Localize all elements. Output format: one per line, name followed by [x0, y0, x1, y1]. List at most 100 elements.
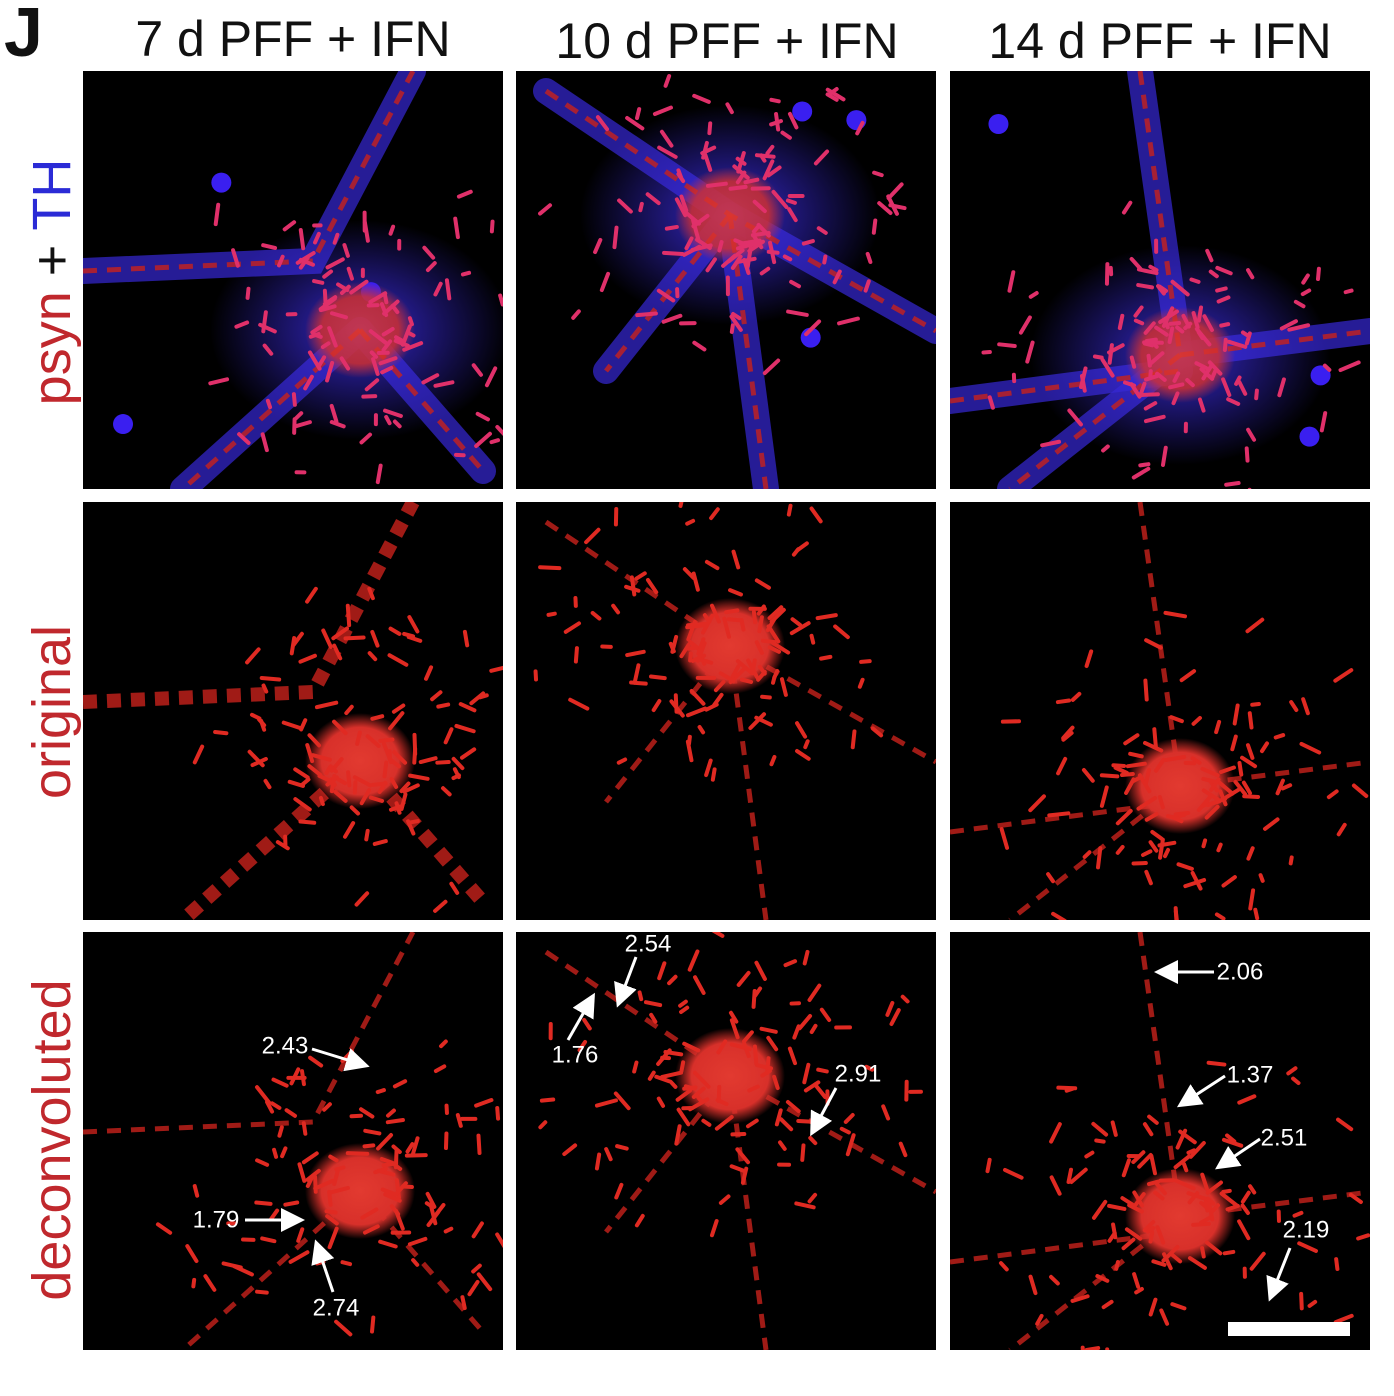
psyn-aggregate — [1153, 1180, 1167, 1196]
psyn-aggregate — [1291, 1076, 1301, 1086]
psyn-aggregate — [489, 219, 495, 234]
psyn-aggregate — [1240, 1203, 1250, 1215]
row-label-part: TH — [22, 159, 82, 231]
psyn-aggregate — [1144, 812, 1159, 822]
psyn-aggregate — [743, 177, 760, 185]
psyn-aggregate — [305, 586, 318, 604]
psyn-aggregate — [1216, 295, 1231, 304]
psyn-aggregate — [1204, 804, 1220, 820]
psyn-aggregate — [1322, 363, 1332, 372]
psyn-aggregate — [748, 712, 767, 731]
psyn-aggregate — [407, 615, 420, 634]
psyn-aggregate — [383, 1192, 402, 1203]
psyn-aggregate — [654, 1074, 672, 1084]
psyn-aggregate — [322, 1102, 332, 1112]
column-header: 14 d PFF + IFN — [988, 13, 1331, 69]
measurement: 2.43 — [262, 1032, 309, 1059]
psyn-aggregate — [387, 653, 409, 667]
psyn-aggregate — [1124, 1227, 1143, 1241]
psyn-aggregate — [855, 120, 865, 136]
psyn-aggregate — [1307, 1299, 1318, 1308]
psyn-process — [181, 328, 362, 489]
psyn-process — [178, 755, 365, 920]
measurement: 2.54 — [625, 930, 672, 957]
psyn-aggregate — [1179, 669, 1197, 683]
image-content — [950, 502, 1370, 920]
psyn-aggregate — [881, 1104, 891, 1121]
arrow — [1176, 1074, 1226, 1108]
psyn-aggregate — [462, 629, 470, 648]
psyn-aggregate — [1115, 844, 1125, 855]
psyn-aggregate — [359, 788, 372, 806]
psyn-aggregate — [649, 1012, 658, 1024]
psyn-aggregate — [327, 1189, 333, 1207]
psyn-aggregate — [368, 795, 385, 803]
psyn-aggregate — [1105, 1347, 1110, 1350]
psyn-aggregate — [376, 1133, 394, 1151]
psyn-aggregate — [407, 819, 420, 825]
psyn-aggregate — [345, 603, 352, 628]
psyn-aggregate — [1088, 1358, 1092, 1368]
psyn-aggregate — [291, 392, 297, 407]
psyn-aggregate — [1165, 814, 1180, 821]
psyn-aggregate — [794, 1201, 816, 1210]
arrow — [1215, 1137, 1261, 1170]
psyn-aggregate — [474, 1098, 494, 1108]
psyn-aggregate — [293, 411, 304, 421]
psyn-aggregate — [269, 1208, 280, 1222]
psyn-aggregate — [495, 424, 503, 436]
psyn-aggregate — [1148, 1297, 1158, 1317]
psyn-aggregate — [433, 281, 443, 297]
psyn-aggregate — [1170, 1302, 1187, 1311]
psyn-aggregate — [662, 250, 685, 256]
psyn-aggregate — [1162, 1252, 1173, 1271]
psyn-aggregate — [752, 234, 764, 250]
psyn-aggregate — [645, 577, 659, 595]
psyn-aggregate — [258, 322, 277, 334]
psyn-aggregate — [1163, 610, 1188, 619]
psyn-aggregate — [1157, 840, 1177, 848]
psyn-aggregate — [562, 1143, 578, 1157]
psyn-aggregate — [604, 1147, 613, 1162]
psyn-aggregate — [213, 729, 229, 736]
psyn-aggregate — [307, 733, 322, 748]
psyn-aggregate — [678, 502, 684, 508]
psyn-aggregate — [704, 559, 720, 571]
psyn-aggregate — [192, 1184, 200, 1198]
psyn-aggregate — [1348, 1192, 1363, 1204]
psyn-aggregate — [1205, 1180, 1223, 1195]
row-label-part: deconvoluted — [22, 979, 82, 1300]
psyn-aggregate — [538, 203, 553, 216]
psyn-aggregate — [332, 643, 343, 661]
psyn-aggregate — [1200, 766, 1220, 778]
psyn-aggregate — [1152, 727, 1158, 749]
th-puncta — [113, 414, 134, 435]
psyn-aggregate — [384, 414, 392, 426]
psyn-aggregate — [362, 1224, 380, 1235]
psyn-aggregate — [1111, 763, 1127, 768]
psyn-aggregate — [539, 1097, 556, 1103]
psyn-aggregate — [1169, 1252, 1183, 1264]
psyn-aggregate — [795, 721, 808, 739]
measurement: 1.37 — [1227, 1061, 1274, 1088]
micrograph — [83, 71, 503, 489]
psyn-aggregate — [779, 677, 788, 697]
psyn-aggregate — [796, 1118, 818, 1124]
psyn-aggregate — [343, 635, 366, 641]
psyn-aggregate — [819, 654, 833, 661]
psyn-aggregate — [294, 420, 312, 428]
image-background — [83, 502, 503, 920]
psyn-aggregate — [1200, 1172, 1209, 1191]
psyn-aggregate — [313, 1178, 335, 1191]
psyn-aggregate — [722, 616, 731, 639]
psyn-aggregate — [786, 309, 809, 317]
psyn-aggregate — [1091, 1199, 1108, 1220]
psyn-aggregate — [1248, 888, 1256, 911]
psyn-aggregate — [1143, 414, 1166, 424]
psyn-aggregate — [787, 1046, 798, 1066]
psyn-aggregate — [332, 1167, 341, 1186]
psyn-aggregate — [321, 628, 333, 649]
psyn-aggregate — [742, 1030, 754, 1044]
psyn-aggregate — [1287, 323, 1311, 332]
psyn-aggregate — [471, 1221, 484, 1239]
